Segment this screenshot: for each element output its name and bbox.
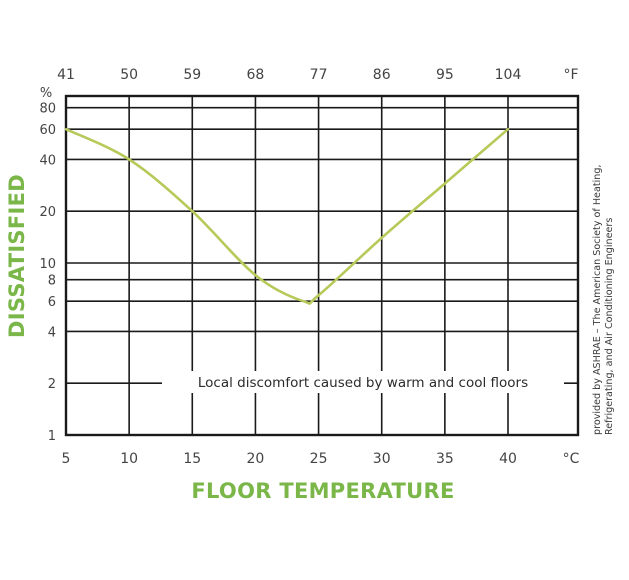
credit-line-2: Refrigerating, and Air Conditioning Engi… (604, 218, 615, 435)
y-tick: 20 (39, 205, 56, 220)
plot-border (64, 94, 580, 437)
y-axis-ticks: 1 2 4 6 8 10 20 40 60 80 (39, 102, 56, 444)
y-tick: 40 (39, 153, 56, 168)
y-tick: 4 (48, 325, 56, 340)
x-tick-fahrenheit: 86 (373, 67, 391, 83)
x-tick-celsius: 40 (499, 451, 517, 467)
x-tick-celsius: 10 (120, 451, 138, 467)
x-tick-fahrenheit: 68 (247, 67, 265, 83)
x-tick-celsius: 5 (62, 451, 71, 467)
chart-curve-layer (64, 127, 510, 305)
y-axis-title: DISSATISFIED (5, 174, 29, 338)
x-tick-fahrenheit: 95 (436, 67, 454, 83)
x-tick-celsius: 20 (247, 451, 265, 467)
x-tick-celsius: 25 (310, 451, 328, 467)
x-tick-fahrenheit: 104 (495, 67, 522, 83)
y-tick: 60 (39, 123, 56, 138)
x-tick-fahrenheit: 50 (120, 67, 138, 83)
y-tick: 8 (48, 274, 56, 289)
source-credit: provided by ASHRAE – The American Societ… (592, 165, 615, 435)
x-axis-title: FLOOR TEMPERATURE (191, 479, 454, 503)
percent-unit-label: % (40, 86, 52, 101)
y-tick: 1 (48, 429, 56, 444)
y-tick: 80 (39, 102, 56, 117)
y-tick: 2 (48, 377, 56, 392)
x-tick-celsius: 30 (373, 451, 391, 467)
celsius-unit-label: °C (563, 451, 580, 467)
x-tick-celsius: 35 (436, 451, 454, 467)
x-axis-celsius-ticks: 5 10 15 20 25 30 35 40 (62, 451, 517, 467)
y-tick: 10 (39, 257, 56, 272)
y-tick: 6 (48, 295, 56, 310)
x-tick-fahrenheit: 77 (310, 67, 328, 83)
chart-annotation: Local discomfort caused by warm and cool… (198, 375, 528, 391)
dissatisfied-curve (64, 127, 510, 305)
x-tick-fahrenheit: 41 (57, 67, 75, 83)
x-tick-celsius: 15 (183, 451, 201, 467)
annotation-background (162, 371, 564, 393)
x-tick-fahrenheit: 59 (183, 67, 201, 83)
x-axis-fahrenheit-ticks: 41 50 59 68 77 86 95 104 (57, 67, 521, 83)
fahrenheit-unit-label: °F (563, 67, 578, 83)
credit-line-1: provided by ASHRAE – The American Societ… (592, 165, 603, 435)
